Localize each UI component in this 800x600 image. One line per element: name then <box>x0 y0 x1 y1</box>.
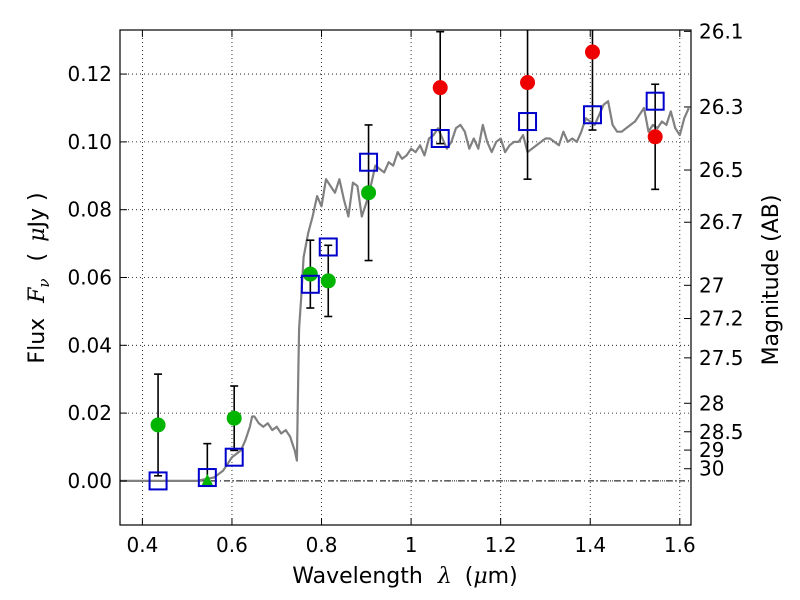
observed-point <box>520 75 536 91</box>
y-tick-label: 0.12 <box>67 62 112 86</box>
y-tick-label: 0.04 <box>67 333 112 357</box>
model-photometry-square <box>430 128 450 148</box>
x-axis-title: Wavelength λ (μm) <box>292 564 517 589</box>
observed-point <box>226 410 242 426</box>
observed-point <box>647 129 663 145</box>
y2-tick-label: 26.5 <box>699 158 744 182</box>
y2-tick-label: 28.5 <box>699 420 744 444</box>
y2-tick-label: 26.7 <box>699 210 744 234</box>
model-photometry-square <box>300 274 320 294</box>
x-axis-title-unit-rest: m) <box>488 564 518 589</box>
y-axis-title: Flux Fν ( μJy ) <box>25 192 55 363</box>
model-spectrum-line <box>120 100 690 482</box>
model-photometry-square <box>518 112 538 132</box>
y-tick-label: 0.02 <box>67 401 112 425</box>
x-axis-title-symbol: λ <box>437 564 452 589</box>
y2-tick-label: 27.2 <box>699 307 744 331</box>
model-photometry-square <box>582 105 602 125</box>
y2-tick-label: 30 <box>699 457 724 481</box>
y2-tick-label: 29 <box>699 438 724 462</box>
observed-point <box>320 273 336 289</box>
model-photometry-square <box>318 237 338 257</box>
upper-limit-marker <box>201 473 214 486</box>
x-tick-label: 0.6 <box>216 533 248 557</box>
model-photometry-square <box>197 468 217 488</box>
y-axis-title-unit-open: ( <box>25 253 50 262</box>
x-tick-label: 1 <box>405 533 418 557</box>
x-axis-title-unit-mu: μ <box>473 564 487 589</box>
x-axis-title-unit-open: ( <box>465 564 474 589</box>
model-photometry-square <box>645 91 665 111</box>
y2-tick-label: 26.1 <box>699 19 744 43</box>
plot-area <box>120 30 690 491</box>
y-axis-title-subscript: ν <box>35 278 53 287</box>
x-tick-label: 1.2 <box>485 533 517 557</box>
y-axis-title-symbol: F <box>25 287 50 304</box>
y2-tick-label: 27.5 <box>699 346 744 370</box>
observed-point <box>302 266 318 282</box>
observed-point <box>584 44 600 60</box>
y-tick-label: 0.08 <box>67 198 112 222</box>
y2-tick-label: 26.3 <box>699 95 744 119</box>
axis-ticks: 0.4 0.6 0.8 1 1.2 1.4 1.6 0.00 0.02 0.04 0.06 0.08 0… <box>67 19 743 557</box>
observed-point <box>150 417 166 433</box>
y-tick-label: 0.06 <box>67 266 112 290</box>
x-axis-title-word: Wavelength <box>292 564 423 589</box>
x-tick-label: 0.8 <box>306 533 338 557</box>
grid <box>120 30 691 525</box>
plot-clipped-group <box>120 30 690 491</box>
right-axis-title: Magnitude (AB) <box>759 195 784 366</box>
y2-tick-label: 27 <box>699 273 724 297</box>
x-tick-label: 1.6 <box>664 533 696 557</box>
y2-tick-label: 28 <box>699 391 724 415</box>
y-axis-title-unit-mu: μ <box>25 228 50 242</box>
observed-point <box>432 80 448 96</box>
y-axis-title-word: Flux <box>25 318 50 364</box>
y-axis-title-unit-rest: Jy ) <box>25 192 50 229</box>
y-tick-label: 0.10 <box>67 130 112 154</box>
model-photometry-square <box>359 152 379 172</box>
x-tick-label: 1.4 <box>574 533 606 557</box>
y-tick-label: 0.00 <box>67 469 112 493</box>
model-photometry-square <box>148 471 168 491</box>
x-tick-label: 0.4 <box>126 533 158 557</box>
model-photometry-square <box>224 447 244 467</box>
observed-point <box>361 185 377 201</box>
